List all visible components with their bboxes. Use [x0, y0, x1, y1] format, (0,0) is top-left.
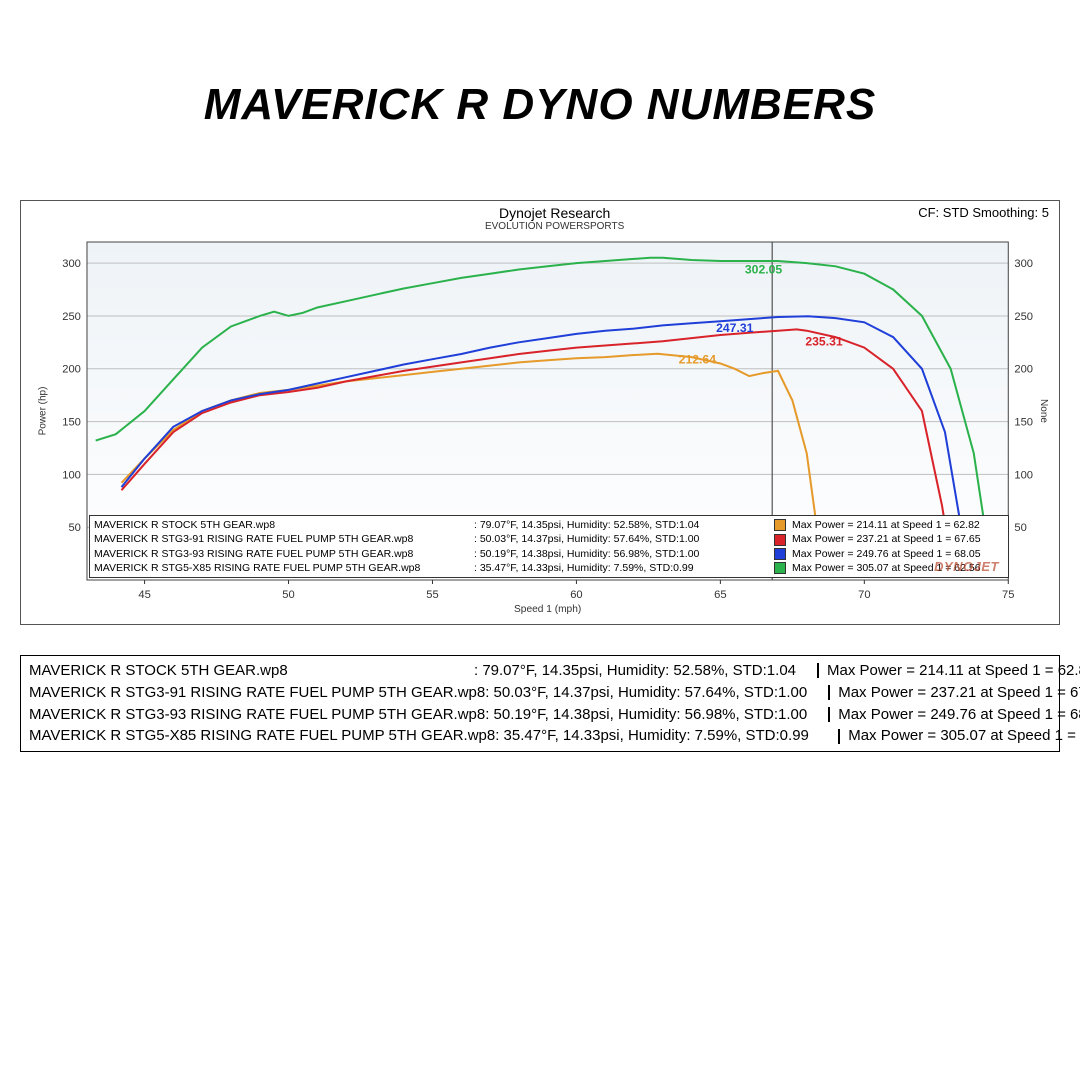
- legend-file: MAVERICK R STG3-93 RISING RATE FUEL PUMP…: [94, 547, 474, 561]
- legend-row: MAVERICK R STG5-X85 RISING RATE FUEL PUM…: [94, 561, 1004, 575]
- legend-file: MAVERICK R STOCK 5TH GEAR.wp8: [94, 518, 474, 532]
- svg-text:200: 200: [1014, 364, 1033, 376]
- svg-text:75: 75: [1002, 589, 1014, 601]
- legend-conditions: : 35.47°F, 14.33psi, Humidity: 7.59%, ST…: [474, 561, 764, 575]
- legend-swatch: [838, 729, 840, 744]
- svg-text:65: 65: [714, 589, 726, 601]
- legend-row: MAVERICK R STG3-93 RISING RATE FUEL PUMP…: [94, 547, 1004, 561]
- svg-text:200: 200: [62, 364, 81, 376]
- legend-file: MAVERICK R STG3-91 RISING RATE FUEL PUMP…: [94, 532, 474, 546]
- svg-text:60: 60: [570, 589, 582, 601]
- legend-conditions: : 35.47°F, 14.33psi, Humidity: 7.59%, ST…: [495, 725, 830, 747]
- page-title: MAVERICK R DYNO NUMBERS: [0, 0, 1080, 200]
- svg-text:45: 45: [138, 589, 150, 601]
- svg-text:250: 250: [1014, 311, 1033, 323]
- y-axis-label: Power (hp): [37, 387, 48, 436]
- legend-file: MAVERICK R STOCK 5TH GEAR.wp8: [29, 660, 474, 682]
- svg-text:250: 250: [62, 311, 81, 323]
- legend-file: MAVERICK R STG3-91 RISING RATE FUEL PUMP…: [29, 682, 485, 704]
- legend-swatch: [828, 685, 830, 700]
- callout-stock: 212.64: [679, 353, 717, 367]
- svg-text:300: 300: [1014, 258, 1033, 270]
- chart-header: Dynojet Research EVOLUTION POWERSPORTS C…: [21, 201, 1059, 232]
- legend-max: Max Power = 237.21 at Speed 1 = 67.65: [838, 682, 1080, 704]
- legend-swatch: [774, 519, 786, 531]
- legend-swatch: [774, 534, 786, 546]
- svg-text:100: 100: [62, 469, 81, 481]
- legend-row: MAVERICK R STOCK 5TH GEAR.wp8: 79.07°F, …: [29, 660, 1051, 682]
- callout-stg5-x85: 302.05: [745, 263, 783, 277]
- chart-title: Dynojet Research: [191, 205, 918, 221]
- svg-text:150: 150: [62, 417, 81, 429]
- legend-conditions: : 50.03°F, 14.37psi, Humidity: 57.64%, S…: [485, 682, 820, 704]
- svg-text:50: 50: [68, 522, 80, 534]
- svg-text:300: 300: [62, 258, 81, 270]
- legend-conditions: : 79.07°F, 14.35psi, Humidity: 52.58%, S…: [474, 518, 764, 532]
- legend-row: MAVERICK R STG5-X85 RISING RATE FUEL PUM…: [29, 725, 1051, 747]
- legend-file: MAVERICK R STG5-X85 RISING RATE FUEL PUM…: [29, 725, 495, 747]
- legend-swatch: [817, 663, 819, 678]
- legend-conditions: : 50.03°F, 14.37psi, Humidity: 57.64%, S…: [474, 532, 764, 546]
- legend-max: Max Power = 305.07 at Speed 1 = 62.56: [848, 725, 1080, 747]
- svg-text:100: 100: [1014, 469, 1033, 481]
- legend-conditions: : 50.19°F, 14.38psi, Humidity: 56.98%, S…: [485, 704, 820, 726]
- legend-max: Max Power = 249.76 at Speed 1 = 68.05: [838, 704, 1080, 726]
- y-axis-right-label: None: [1038, 399, 1049, 423]
- legend-max: Max Power = 237.21 at Speed 1 = 67.65: [792, 532, 1004, 546]
- legend-max: Max Power = 214.11 at Speed 1 = 62.82: [827, 660, 1080, 682]
- legend-file: MAVERICK R STG3-93 RISING RATE FUEL PUMP…: [29, 704, 485, 726]
- legend-row: MAVERICK R STG3-91 RISING RATE FUEL PUMP…: [29, 682, 1051, 704]
- svg-text:55: 55: [426, 589, 438, 601]
- plot-area: 50 50 100 100 150 150 200 200 250 250 300 300 45 50 55…: [31, 236, 1049, 616]
- legend-swatch: [774, 548, 786, 560]
- legend-conditions: : 79.07°F, 14.35psi, Humidity: 52.58%, S…: [474, 660, 809, 682]
- svg-text:50: 50: [282, 589, 294, 601]
- callout-stg3-91: 235.31: [805, 335, 843, 349]
- svg-text:150: 150: [1014, 417, 1033, 429]
- legend-file: MAVERICK R STG5-X85 RISING RATE FUEL PUM…: [94, 561, 474, 575]
- callout-stg3-93: 247.31: [716, 321, 754, 335]
- svg-text:70: 70: [858, 589, 870, 601]
- legend-conditions: : 50.19°F, 14.38psi, Humidity: 56.98%, S…: [474, 547, 764, 561]
- x-axis-label: Speed 1 (mph): [514, 604, 581, 615]
- legend-row: MAVERICK R STOCK 5TH GEAR.wp8: 79.07°F, …: [94, 518, 1004, 532]
- legend-row: MAVERICK R STG3-91 RISING RATE FUEL PUMP…: [94, 532, 1004, 546]
- legend-swatch: [828, 707, 830, 722]
- chart-smoothing-label: CF: STD Smoothing: 5: [918, 205, 1049, 232]
- chart-panel: Dynojet Research EVOLUTION POWERSPORTS C…: [20, 200, 1060, 625]
- legend-swatch: [774, 562, 786, 574]
- legend-row: MAVERICK R STG3-93 RISING RATE FUEL PUMP…: [29, 704, 1051, 726]
- watermark: DYNOJET: [934, 559, 999, 574]
- plot-legend: MAVERICK R STOCK 5TH GEAR.wp8: 79.07°F, …: [89, 515, 1009, 578]
- legend-max: Max Power = 214.11 at Speed 1 = 62.82: [792, 518, 1004, 532]
- chart-subtitle: EVOLUTION POWERSPORTS: [191, 221, 918, 232]
- svg-text:50: 50: [1014, 522, 1026, 534]
- legend-table: MAVERICK R STOCK 5TH GEAR.wp8: 79.07°F, …: [20, 655, 1060, 752]
